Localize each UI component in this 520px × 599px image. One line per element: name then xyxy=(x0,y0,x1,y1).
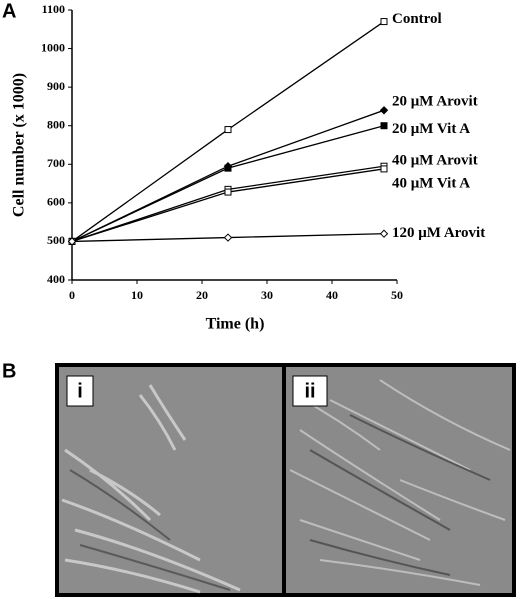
line xyxy=(71,168,385,243)
marker xyxy=(223,233,233,242)
y-tick-label: 700 xyxy=(47,156,65,170)
image-label: i xyxy=(77,380,83,402)
x-tick-label: 0 xyxy=(69,288,75,302)
marker xyxy=(224,164,232,172)
marker xyxy=(67,237,77,246)
line xyxy=(71,125,385,243)
micrograph xyxy=(55,363,286,597)
x-tick-label: 20 xyxy=(196,288,208,302)
marker xyxy=(224,126,232,134)
x-tick-label: 10 xyxy=(131,288,143,302)
y-tick-label: 400 xyxy=(47,272,65,286)
x-axis-label: Time (h) xyxy=(206,316,265,333)
label-box xyxy=(292,375,328,407)
y-tick-label: 900 xyxy=(47,79,65,93)
marker xyxy=(379,106,389,115)
x-tick-label: 30 xyxy=(261,288,273,302)
panel-label: B xyxy=(2,360,16,382)
line xyxy=(71,165,385,243)
y-tick-label: 500 xyxy=(47,233,65,247)
marker xyxy=(379,229,389,238)
x-tick-label: 50 xyxy=(391,288,403,302)
marker xyxy=(380,122,388,130)
y-axis-label: Cell number (x 1000) xyxy=(11,73,28,217)
series-label: 20 μM Vit A xyxy=(392,121,470,137)
marker xyxy=(380,165,388,173)
series-label: 120 μM Arovit xyxy=(392,225,485,241)
marker xyxy=(224,188,232,196)
y-tick-label: 1100 xyxy=(42,2,65,16)
series-label: 20 μM Arovit xyxy=(392,94,478,110)
marker xyxy=(380,18,388,26)
series-label: Control xyxy=(392,11,442,27)
image-label: ii xyxy=(304,380,315,402)
y-tick-label: 1000 xyxy=(41,40,65,54)
y-tick-label: 600 xyxy=(47,195,65,209)
label-box xyxy=(66,375,94,407)
y-tick-label: 800 xyxy=(47,117,65,131)
panel-label: A xyxy=(2,0,16,22)
x-tick-label: 40 xyxy=(326,288,338,302)
series-label: 40 μM Arovit xyxy=(392,153,478,169)
series-label: 40 μM Vit A xyxy=(392,175,470,191)
